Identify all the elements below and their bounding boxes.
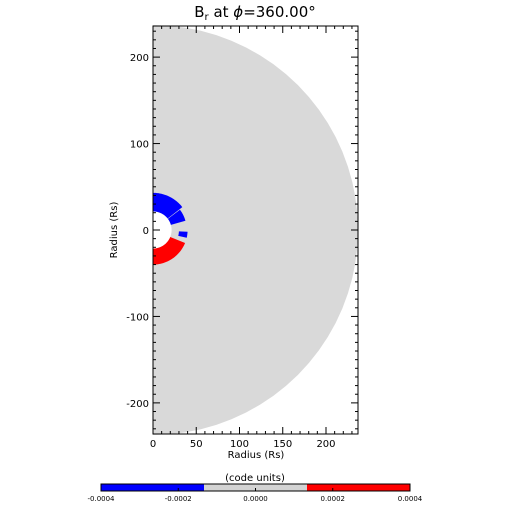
field-patch-negative-1	[167, 209, 186, 225]
x-tick-label: 0	[150, 439, 156, 450]
field-patch-negative-2	[178, 231, 188, 238]
chart-title-symbol: ϕ	[233, 3, 243, 21]
y-tick-label: -200	[126, 399, 149, 410]
x-tick-label: 50	[190, 439, 203, 450]
field-patch-positive-3	[153, 236, 186, 265]
x-axis-label: Radius (Rs)	[228, 450, 285, 461]
chart-title-middle: at	[209, 3, 234, 21]
colorbar-label: (code units)	[225, 473, 285, 484]
y-tick-label: 200	[130, 53, 149, 64]
colorbar-segment	[204, 484, 307, 491]
x-tick-label: 100	[230, 439, 249, 450]
colorbar-tick-label: 0.0000	[243, 495, 268, 503]
colorbar-tick-label: -0.0002	[165, 495, 192, 503]
colorbar-tick-label: 0.0004	[398, 495, 423, 503]
domain-region	[153, 25, 358, 435]
axes: 0 50 100 150 200 200 100 0 -100 -200	[126, 25, 359, 450]
y-axis-label: Radius (Rs)	[109, 202, 120, 259]
chart-title-subscript: r	[205, 12, 210, 23]
chart-title-prefix: B	[194, 3, 204, 21]
plot-area	[153, 25, 358, 435]
y-tick-label: 0	[143, 226, 149, 237]
colorbar-segment	[101, 484, 205, 491]
y-tick-label: -100	[126, 312, 149, 323]
colorbar-tick-label: -0.0004	[87, 495, 115, 503]
y-tick-label: 100	[130, 140, 149, 151]
colorbar-segment	[306, 484, 410, 491]
chart-title-value: =360.00°	[243, 3, 316, 21]
x-tick-label: 200	[316, 439, 335, 450]
field-patch-negative-0	[153, 192, 183, 219]
colorbar-tick-label: 0.0002	[321, 495, 346, 503]
colorbar: -0.0004 -0.0002 0.0000 0.0002 0.0004	[87, 483, 423, 503]
x-tick-label: 150	[273, 439, 292, 450]
chart-title: Br at ϕ=360.00°	[194, 3, 316, 23]
